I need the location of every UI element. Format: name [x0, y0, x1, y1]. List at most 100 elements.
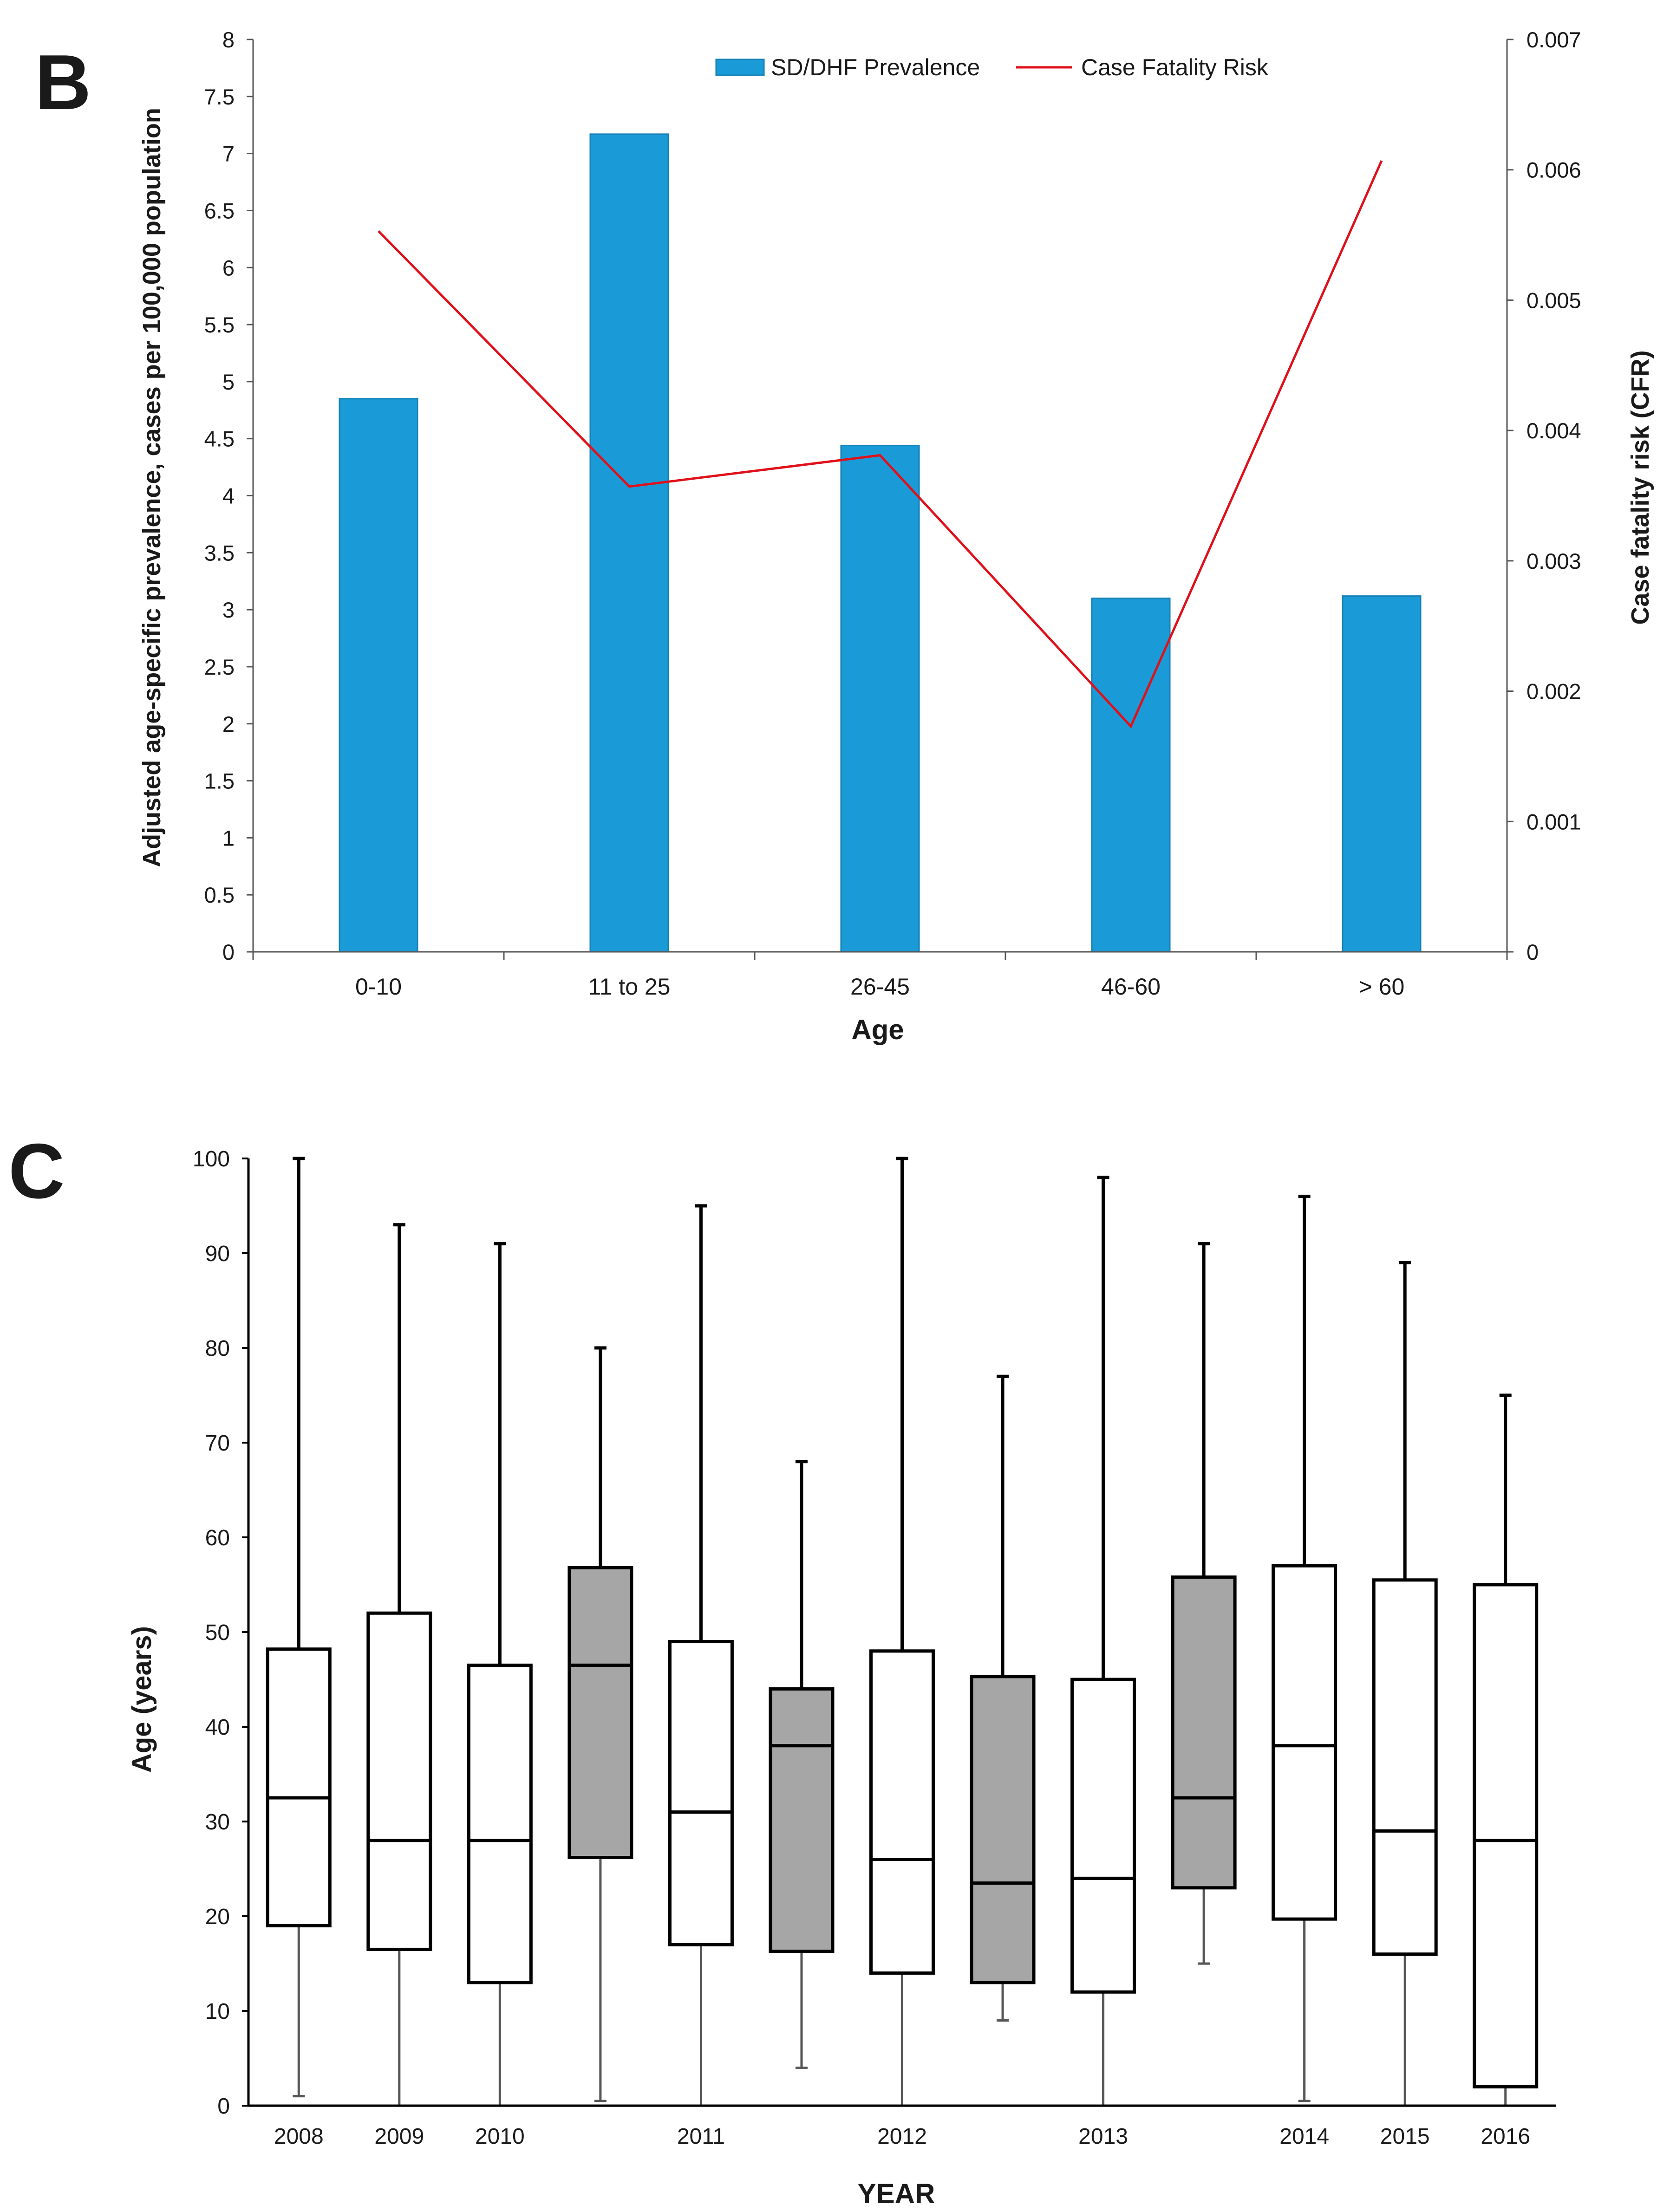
- panel-b-left-ticks: 0 0.5 1 1.5 2 2.5 3 3.5 4 4.5 5 5.5 6 6.5 7 7.5 8: [204, 27, 253, 964]
- x-tick-label: 2013: [1078, 2124, 1128, 2149]
- y-tick-label: 0: [217, 2094, 230, 2119]
- y-tick-label: 40: [205, 1715, 230, 1740]
- iqr-box: [1272, 1564, 1337, 1921]
- x-tick-label: 2008: [274, 2124, 324, 2149]
- legend-bar-swatch: [715, 59, 765, 76]
- y-tick-label: 7.5: [204, 85, 235, 109]
- panel-c-y-axis-label: Age (years): [127, 1626, 157, 1773]
- panel-c-axes: [247, 1158, 1556, 2107]
- y-tick-label: 10: [205, 1999, 230, 2024]
- iqr-box: [1171, 1575, 1237, 1890]
- y-tick-label: 4: [222, 484, 235, 508]
- box-item: [467, 1242, 533, 2107]
- x-tick-label: 2016: [1481, 2124, 1530, 2149]
- panel-b-line-layer: [378, 160, 1383, 729]
- box-item: [1070, 1176, 1136, 2107]
- box-item: [1272, 1195, 1337, 2102]
- y-tick-label: 6.5: [204, 198, 235, 223]
- x-tick-label: 2011: [677, 2124, 725, 2149]
- y-tick-label: 80: [205, 1336, 230, 1361]
- iqr-box: [970, 1675, 1036, 1984]
- box-item: [970, 1374, 1036, 2022]
- panel-b: B 0 0.5 1 1.5 2 2.5 3 3.5 4 4.5 5 5.5 6 6.5 7 7.5 8 0 0.0…: [35, 27, 1654, 1045]
- y-tick-label: 2: [222, 712, 235, 736]
- y-tick-label: 20: [205, 1905, 230, 1929]
- y-tick-label: 4.5: [204, 427, 235, 451]
- y2-tick-label: 0.002: [1526, 679, 1581, 704]
- x-tick-label: 11 to 25: [588, 974, 670, 1000]
- y2-tick-label: 0.005: [1526, 288, 1581, 312]
- panel-c: C 0 10 20 30 40 50 60 70 80 90 100 2008 2009 2010 201…: [8, 1127, 1556, 2209]
- y-tick-label: 30: [205, 1810, 230, 1835]
- box-item: [266, 1157, 332, 2098]
- panel-b-x-ticks: 0-10 11 to 25 26-45 46-60 > 60: [252, 952, 1508, 1000]
- y-tick-label: 5.5: [204, 312, 235, 337]
- prevalence-bar: [339, 398, 418, 953]
- prevalence-bar: [589, 133, 669, 953]
- x-tick-label: 2009: [374, 2124, 424, 2149]
- y2-tick-label: 0.001: [1526, 809, 1581, 834]
- panel-b-bars: [339, 133, 1422, 953]
- iqr-box: [1473, 1583, 1539, 2088]
- box-item: [568, 1346, 633, 2102]
- panel-c-y-ticks: 0 10 20 30 40 50 60 70 80 90 100: [193, 1147, 248, 2119]
- x-tick-label: 2014: [1279, 2124, 1329, 2149]
- prevalence-bar: [1091, 598, 1171, 953]
- y-tick-label: 60: [205, 1526, 230, 1550]
- iqr-box: [366, 1611, 432, 1951]
- iqr-box: [1070, 1678, 1136, 1994]
- x-tick-label: > 60: [1359, 974, 1405, 1000]
- y2-tick-label: 0.006: [1526, 158, 1581, 182]
- y-tick-label: 1.5: [204, 769, 235, 794]
- y-tick-label: 3: [222, 598, 235, 622]
- iqr-box: [769, 1687, 835, 1953]
- y-tick-label: 0.5: [204, 883, 235, 907]
- y-tick-label: 6: [222, 255, 235, 280]
- legend-line-label: Case Fatality Risk: [1081, 54, 1269, 80]
- panel-c-letter: C: [8, 1127, 65, 1215]
- box-item: [769, 1460, 835, 2069]
- iqr-box: [1372, 1578, 1438, 1956]
- y-tick-label: 8: [222, 27, 235, 52]
- y-tick-label: 7: [222, 142, 235, 166]
- panel-b-x-axis-label: Age: [851, 1014, 904, 1045]
- iqr-box: [467, 1663, 533, 1984]
- y2-tick-label: 0: [1526, 940, 1539, 964]
- prevalence-bar: [840, 444, 920, 953]
- box-item: [869, 1157, 935, 2107]
- iqr-box: [869, 1649, 935, 1975]
- panel-b-right-ticks: 0 0.001 0.002 0.003 0.004 0.005 0.006 0.007: [1507, 27, 1581, 964]
- panel-c-x-ticks: 2008 2009 2010 2011 2012 2013 2014 2015 2016: [274, 2124, 1530, 2149]
- iqr-box: [568, 1566, 633, 1860]
- x-tick-label: 46-60: [1101, 974, 1161, 1000]
- y-tick-label: 70: [205, 1431, 230, 1456]
- panel-b-legend: SD/DHF Prevalence Case Fatality Risk: [715, 54, 1269, 80]
- box-item: [366, 1223, 432, 2107]
- x-tick-label: 26-45: [850, 974, 910, 1000]
- y-tick-label: 90: [205, 1242, 230, 1266]
- x-tick-label: 2010: [475, 2124, 525, 2149]
- y-tick-label: 0: [222, 940, 235, 964]
- box-item: [1171, 1242, 1237, 1965]
- prevalence-bar: [1342, 595, 1422, 953]
- box-item: [1372, 1261, 1438, 2107]
- cfr-series-line: [378, 160, 1383, 729]
- y-tick-label: 50: [205, 1620, 230, 1645]
- panel-b-axes: [252, 39, 1508, 953]
- y-tick-label: 2.5: [204, 655, 235, 679]
- panel-b-y2-axis-label: Case fatality risk (CFR): [1626, 350, 1654, 625]
- x-tick-label: 2015: [1380, 2124, 1430, 2149]
- y2-tick-label: 0.007: [1526, 27, 1581, 52]
- y-tick-label: 5: [222, 370, 235, 394]
- y2-tick-label: 0.004: [1526, 418, 1581, 443]
- panel-c-boxes: [266, 1157, 1539, 2107]
- legend-bar-label: SD/DHF Prevalence: [771, 54, 980, 80]
- box-item: [668, 1204, 734, 2107]
- panel-b-y-axis-label: Adjusted age-specific prevalence, cases …: [138, 108, 166, 867]
- y-tick-label: 3.5: [204, 540, 235, 565]
- y-tick-label: 1: [222, 826, 235, 850]
- x-tick-label: 0-10: [355, 974, 402, 1000]
- iqr-box: [266, 1647, 332, 1927]
- x-tick-label: 2012: [877, 2124, 927, 2149]
